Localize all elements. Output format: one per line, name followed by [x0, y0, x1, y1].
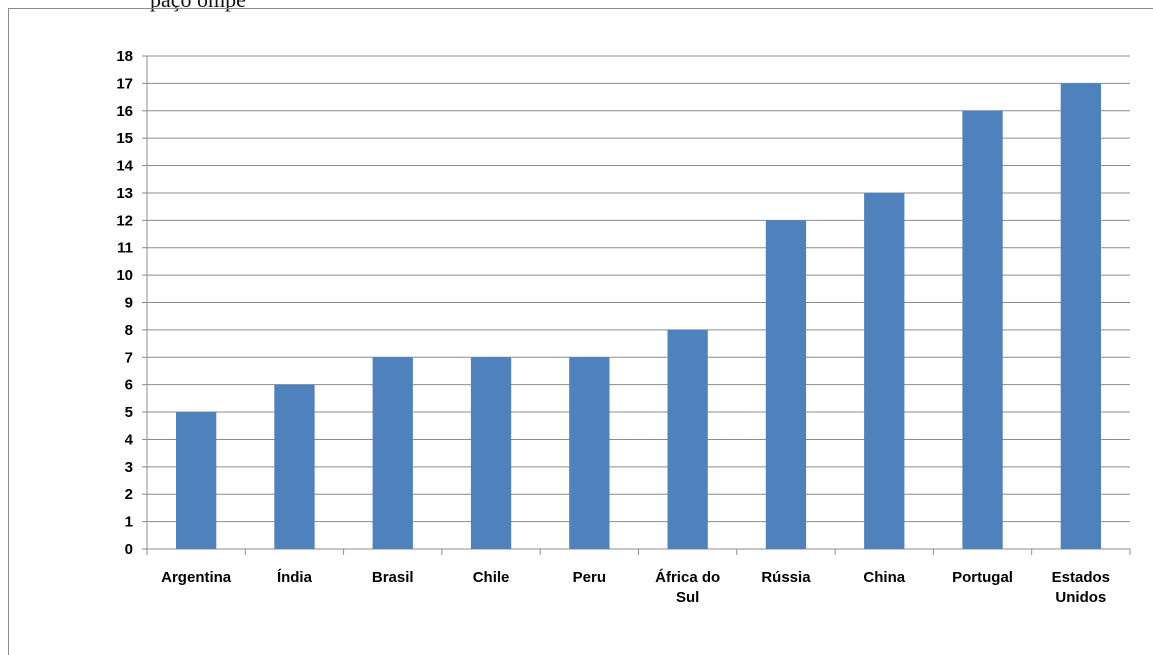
x-category-label-line: Brasil — [372, 569, 414, 586]
y-tick-label: 3 — [125, 459, 133, 476]
x-category-label: Índia — [277, 569, 313, 586]
x-category-label-line: Sul — [676, 589, 699, 606]
x-category-label-line: Estados — [1052, 569, 1110, 586]
y-tick-label: 12 — [116, 212, 133, 229]
y-tick-label: 10 — [116, 267, 133, 284]
x-category-label: Brasil — [372, 569, 414, 586]
x-category-label-line: Peru — [573, 569, 606, 586]
y-tick-label: 2 — [125, 486, 133, 503]
bar-Índia — [274, 384, 315, 549]
x-category-label: Estados Unidos — [1052, 569, 1110, 606]
bar-China — [864, 192, 905, 549]
x-category-label: Chile — [473, 569, 510, 586]
y-tick-label: 6 — [125, 377, 133, 394]
x-category-label: China — [863, 569, 905, 586]
x-category-label-line: Unidos — [1055, 589, 1106, 606]
x-category-label: África do Sul — [655, 569, 720, 606]
x-category-label: Argentina — [161, 569, 232, 586]
y-tick-label: 5 — [125, 404, 133, 421]
bar-Brasil — [372, 357, 413, 549]
y-tick-label: 18 — [116, 48, 133, 65]
bar-Argentina — [175, 412, 217, 549]
x-category-label: Rússia — [761, 569, 811, 586]
y-tick-label: 8 — [125, 322, 133, 339]
x-category-label: Peru — [573, 569, 606, 586]
x-category-label-line: Chile — [473, 569, 510, 586]
y-tick-label: 15 — [116, 130, 133, 147]
x-category-label-line: Portugal — [952, 569, 1013, 586]
x-category-label-line: Índia — [277, 569, 313, 586]
bars — [175, 83, 1102, 550]
x-category-label-line: África do — [655, 569, 720, 586]
y-tick-label: 17 — [116, 75, 133, 92]
y-tick-label: 13 — [116, 185, 133, 202]
bar-Estados Unidos — [1060, 83, 1102, 549]
x-category-labels: Argentina Índia Brasil Chile Peru África do Su… — [161, 569, 1110, 606]
bar-Rússia — [765, 220, 807, 550]
y-tick-label: 9 — [125, 295, 133, 312]
bar-Chile — [470, 357, 512, 549]
bar-Portugal — [962, 110, 1003, 550]
x-category-label-line: China — [863, 569, 905, 586]
y-tick-label: 0 — [125, 541, 133, 558]
y-tick-label: 14 — [116, 158, 133, 175]
y-tick-label: 16 — [116, 103, 133, 120]
y-tick-label: 7 — [125, 349, 133, 366]
x-category-label-line: Rússia — [761, 569, 811, 586]
y-tick-label: 4 — [125, 431, 134, 448]
x-category-label: Portugal — [952, 569, 1013, 586]
bar-Peru — [569, 357, 610, 549]
chart-frame — [8, 8, 1153, 655]
cropped-top-text: paço ompe — [150, 0, 246, 13]
x-category-label-line: Argentina — [161, 569, 232, 586]
y-tick-label: 1 — [125, 514, 133, 531]
y-tick-label: 11 — [117, 240, 133, 257]
bar-África do Sul — [667, 329, 708, 549]
